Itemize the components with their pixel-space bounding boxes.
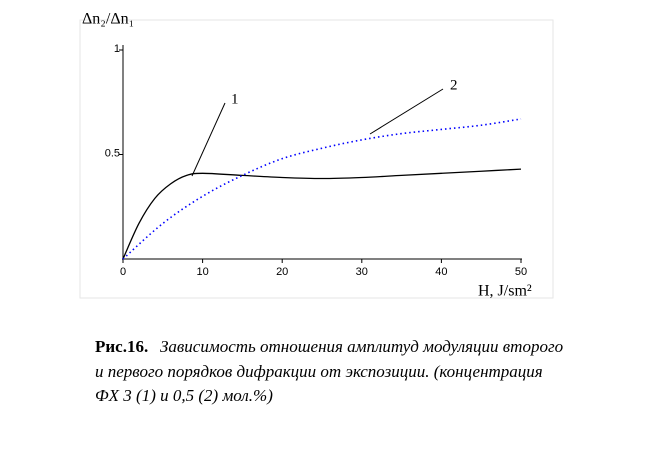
y-tick-label: 1 bbox=[114, 43, 120, 55]
x-tick-label: 10 bbox=[196, 266, 208, 278]
caption-line: и первого порядков дифракции от экспозиц… bbox=[95, 362, 543, 381]
frame bbox=[79, 19, 554, 299]
series-line bbox=[122, 118, 522, 260]
x-tick-label: 50 bbox=[515, 266, 527, 278]
series-line bbox=[122, 168, 522, 260]
caption-label: Рис.16. bbox=[95, 337, 148, 356]
series-label: 1 bbox=[231, 91, 239, 107]
x-axis-label: H, J/sm² bbox=[478, 283, 532, 300]
leader-line bbox=[191, 102, 226, 177]
caption-line: Зависимость отношения амплитуд модуляции… bbox=[160, 337, 563, 356]
x-tick-label: 20 bbox=[276, 266, 288, 278]
y-tick-label: 0.5 bbox=[105, 147, 120, 159]
leader-line bbox=[369, 88, 444, 135]
x-tick-label: 0 bbox=[120, 266, 126, 278]
series-label: 2 bbox=[450, 77, 458, 93]
x-tick-label: 40 bbox=[435, 266, 447, 278]
caption-line: ФХ 3 (1) и 0,5 (2) мол.%) bbox=[95, 386, 273, 405]
x-tick-label: 30 bbox=[356, 266, 368, 278]
y-axis-label: Δn₂/Δn₁ bbox=[82, 11, 134, 28]
